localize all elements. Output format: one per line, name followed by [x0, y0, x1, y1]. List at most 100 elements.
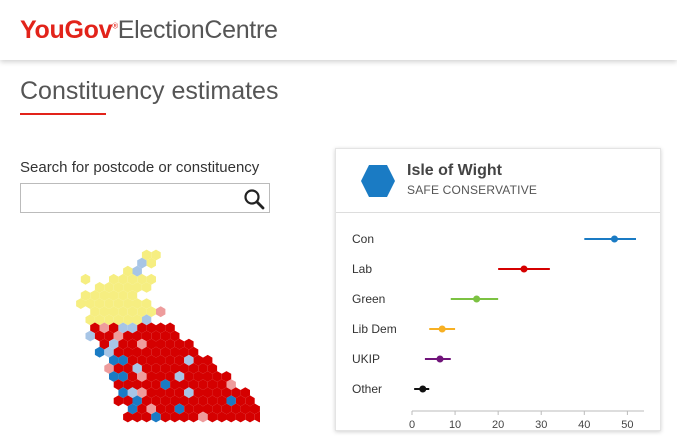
map-hex-constituency[interactable]	[127, 338, 138, 350]
map-hex-constituency[interactable]	[203, 371, 213, 382]
map-hex-constituency[interactable]	[151, 249, 161, 261]
map-hex-constituency[interactable]	[198, 379, 208, 390]
map-hex-constituency[interactable]	[113, 330, 124, 342]
map-hex-constituency[interactable]	[217, 395, 227, 407]
search-icon[interactable]	[243, 188, 265, 210]
map-hex-constituency[interactable]	[132, 314, 142, 326]
map-hex-constituency[interactable]	[221, 387, 232, 399]
map-hex-constituency[interactable]	[104, 314, 114, 326]
map-hex-constituency[interactable]	[198, 411, 208, 423]
map-hex-constituency[interactable]	[127, 387, 138, 399]
map-hex-constituency[interactable]	[203, 354, 213, 366]
map-hex-constituency[interactable]	[94, 282, 105, 293]
map-hex-constituency[interactable]	[132, 282, 142, 293]
map-hex-constituency[interactable]	[193, 387, 203, 399]
map-hex-constituency[interactable]	[160, 379, 171, 390]
map-hex-constituency[interactable]	[179, 411, 189, 423]
map-hex-constituency[interactable]	[179, 395, 189, 407]
map-hex-constituency[interactable]	[184, 338, 194, 350]
map-hex-constituency[interactable]	[141, 282, 152, 293]
map-hex-constituency[interactable]	[127, 290, 138, 301]
map-hex-constituency[interactable]	[123, 395, 133, 407]
map-hex-constituency[interactable]	[179, 363, 189, 374]
search-input[interactable]	[21, 184, 239, 212]
site-logo[interactable]: YouGov®ElectionCentre	[20, 16, 278, 45]
map-hex-constituency[interactable]	[170, 346, 180, 358]
map-hex-constituency[interactable]	[212, 371, 222, 382]
map-hex-constituency[interactable]	[137, 338, 147, 350]
map-hex-constituency[interactable]	[99, 290, 109, 301]
map-hex-constituency[interactable]	[137, 403, 147, 415]
map-hex-constituency[interactable]	[165, 387, 175, 399]
map-hex-constituency[interactable]	[104, 363, 114, 374]
map-hex-constituency[interactable]	[146, 403, 156, 415]
map-hex-constituency[interactable]	[118, 354, 128, 366]
map-hex-constituency[interactable]	[94, 330, 105, 342]
map-hex-constituency[interactable]	[104, 346, 114, 358]
map-hex-constituency[interactable]	[146, 354, 156, 366]
map-hex-constituency[interactable]	[156, 403, 166, 415]
map-hex-constituency[interactable]	[259, 404, 260, 415]
map-hex-constituency[interactable]	[174, 354, 185, 366]
map-hex-constituency[interactable]	[165, 322, 175, 334]
map-hex-constituency[interactable]	[109, 273, 119, 285]
map-hex-constituency[interactable]	[160, 346, 171, 358]
map-hex-constituency[interactable]	[137, 354, 147, 366]
map-hex-constituency[interactable]	[235, 411, 246, 423]
map-hex-constituency[interactable]	[188, 363, 199, 374]
map-hex-constituency[interactable]	[151, 346, 161, 358]
map-hex-constituency[interactable]	[109, 322, 119, 334]
map-hex-constituency[interactable]	[85, 314, 95, 326]
map-hex-constituency[interactable]	[146, 273, 156, 285]
map-hex-constituency[interactable]	[160, 363, 171, 374]
map-hex-constituency[interactable]	[141, 249, 152, 261]
map-hex-constituency[interactable]	[146, 371, 156, 382]
map-hex-constituency[interactable]	[198, 363, 208, 374]
map-hex-constituency[interactable]	[212, 387, 222, 399]
map-hex-constituency[interactable]	[221, 403, 232, 415]
map-hex-constituency[interactable]	[90, 306, 100, 318]
map-hex-constituency[interactable]	[146, 322, 156, 334]
map-hex-constituency[interactable]	[184, 354, 194, 366]
map-hex-constituency[interactable]	[137, 257, 147, 269]
map-hex-constituency[interactable]	[146, 338, 156, 350]
map-hex-constituency[interactable]	[76, 298, 86, 309]
map-hex-constituency[interactable]	[188, 379, 199, 390]
map-hex-constituency[interactable]	[94, 298, 105, 309]
map-hex-constituency[interactable]	[203, 387, 213, 399]
map-hex-constituency[interactable]	[137, 322, 147, 334]
map-hex-constituency[interactable]	[235, 395, 246, 407]
map-hex-constituency[interactable]	[184, 403, 194, 415]
map-hex-constituency[interactable]	[123, 282, 133, 293]
map-hex-constituency[interactable]	[156, 322, 166, 334]
map-hex-constituency[interactable]	[123, 379, 133, 390]
map-hex-constituency[interactable]	[109, 371, 119, 382]
map-hex-constituency[interactable]	[109, 290, 119, 301]
map-hex-constituency[interactable]	[156, 354, 166, 366]
map-hex-constituency[interactable]	[245, 411, 255, 423]
map-hex-constituency[interactable]	[123, 265, 133, 277]
map-hex-constituency[interactable]	[141, 346, 152, 358]
map-hex-constituency[interactable]	[207, 379, 218, 390]
map-hex-constituency[interactable]	[174, 338, 185, 350]
map-hex-constituency[interactable]	[240, 387, 250, 399]
map-hex-constituency[interactable]	[226, 411, 236, 423]
map-hex-constituency[interactable]	[160, 330, 171, 342]
map-hex-constituency[interactable]	[240, 403, 250, 415]
map-hex-constituency[interactable]	[188, 346, 199, 358]
map-hex-constituency[interactable]	[165, 403, 175, 415]
map-hex-constituency[interactable]	[99, 322, 109, 334]
map-hex-constituency[interactable]	[137, 387, 147, 399]
map-hex-constituency[interactable]	[127, 273, 138, 285]
map-hex-constituency[interactable]	[123, 298, 133, 309]
map-hex-constituency[interactable]	[160, 395, 171, 407]
map-hex-constituency[interactable]	[113, 314, 124, 326]
map-hex-constituency[interactable]	[160, 411, 171, 423]
map-hex-constituency[interactable]	[141, 411, 152, 423]
map-hex-constituency[interactable]	[118, 306, 128, 318]
map-hex-constituency[interactable]	[184, 371, 194, 382]
map-hex-constituency[interactable]	[113, 379, 124, 390]
map-hex-constituency[interactable]	[127, 322, 138, 334]
map-hex-constituency[interactable]	[179, 379, 189, 390]
map-hex-constituency[interactable]	[170, 363, 180, 374]
